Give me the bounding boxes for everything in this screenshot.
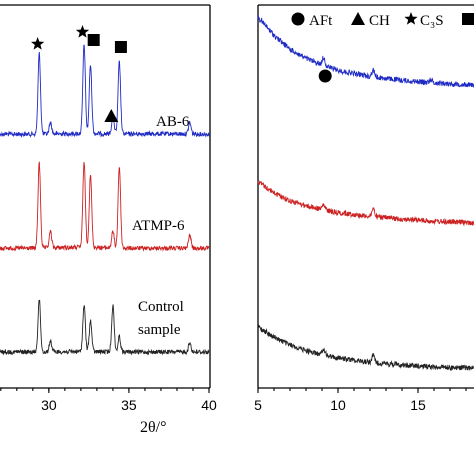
x-tick-label: 10	[330, 397, 346, 413]
phase-marker-star	[30, 37, 45, 50]
left-series-group	[0, 44, 210, 356]
xrd-series-line	[257, 15, 474, 88]
series-label-control-line2: sample	[138, 322, 181, 338]
xrd-series-line	[0, 299, 210, 356]
legend-star-icon	[404, 12, 418, 25]
x-tick-label: 15	[410, 397, 426, 413]
x-tick-label: 35	[121, 397, 137, 413]
x-tick-label: 40	[201, 397, 217, 413]
phase-marker-square	[114, 41, 127, 53]
right-phase-markers	[318, 69, 332, 83]
xrd-series-line	[0, 161, 210, 252]
legend-label: C₃S	[420, 13, 444, 29]
left-x-axis-title: 2θ/°	[140, 419, 167, 436]
legend-label: CH	[369, 13, 390, 29]
left-phase-markers	[30, 25, 127, 122]
legend-triangle-icon	[351, 12, 365, 25]
left-x-ticks: 30 35 40	[0, 388, 217, 413]
left-xrd-panel: 30 35 40 AB-6 ATMP-6 Control sample 2θ/°	[0, 4, 217, 436]
right-xrd-panel: 5 10 15 AFt CH C₃S	[254, 4, 474, 413]
phase-marker-star	[75, 25, 90, 38]
x-tick-label: 5	[254, 397, 262, 413]
series-label-control-line1: Control	[138, 299, 184, 315]
xrd-series-line	[257, 180, 474, 227]
series-label-atmp6: ATMP-6	[132, 218, 185, 234]
xrd-series-line	[257, 323, 474, 372]
phase-legend: AFt CH C₃S	[291, 12, 474, 29]
xrd-series-line	[0, 44, 210, 139]
phase-marker-square	[87, 34, 100, 46]
right-series-group	[257, 15, 474, 372]
legend-label: AFt	[309, 13, 333, 29]
phase-marker-circle	[318, 69, 332, 83]
legend-circle-icon	[291, 12, 305, 26]
legend-square-icon	[462, 13, 474, 25]
series-label-ab6: AB-6	[156, 114, 190, 130]
x-tick-label: 30	[41, 397, 57, 413]
right-x-ticks: 5 10 15	[254, 388, 467, 413]
phase-marker-triangle	[104, 109, 119, 122]
